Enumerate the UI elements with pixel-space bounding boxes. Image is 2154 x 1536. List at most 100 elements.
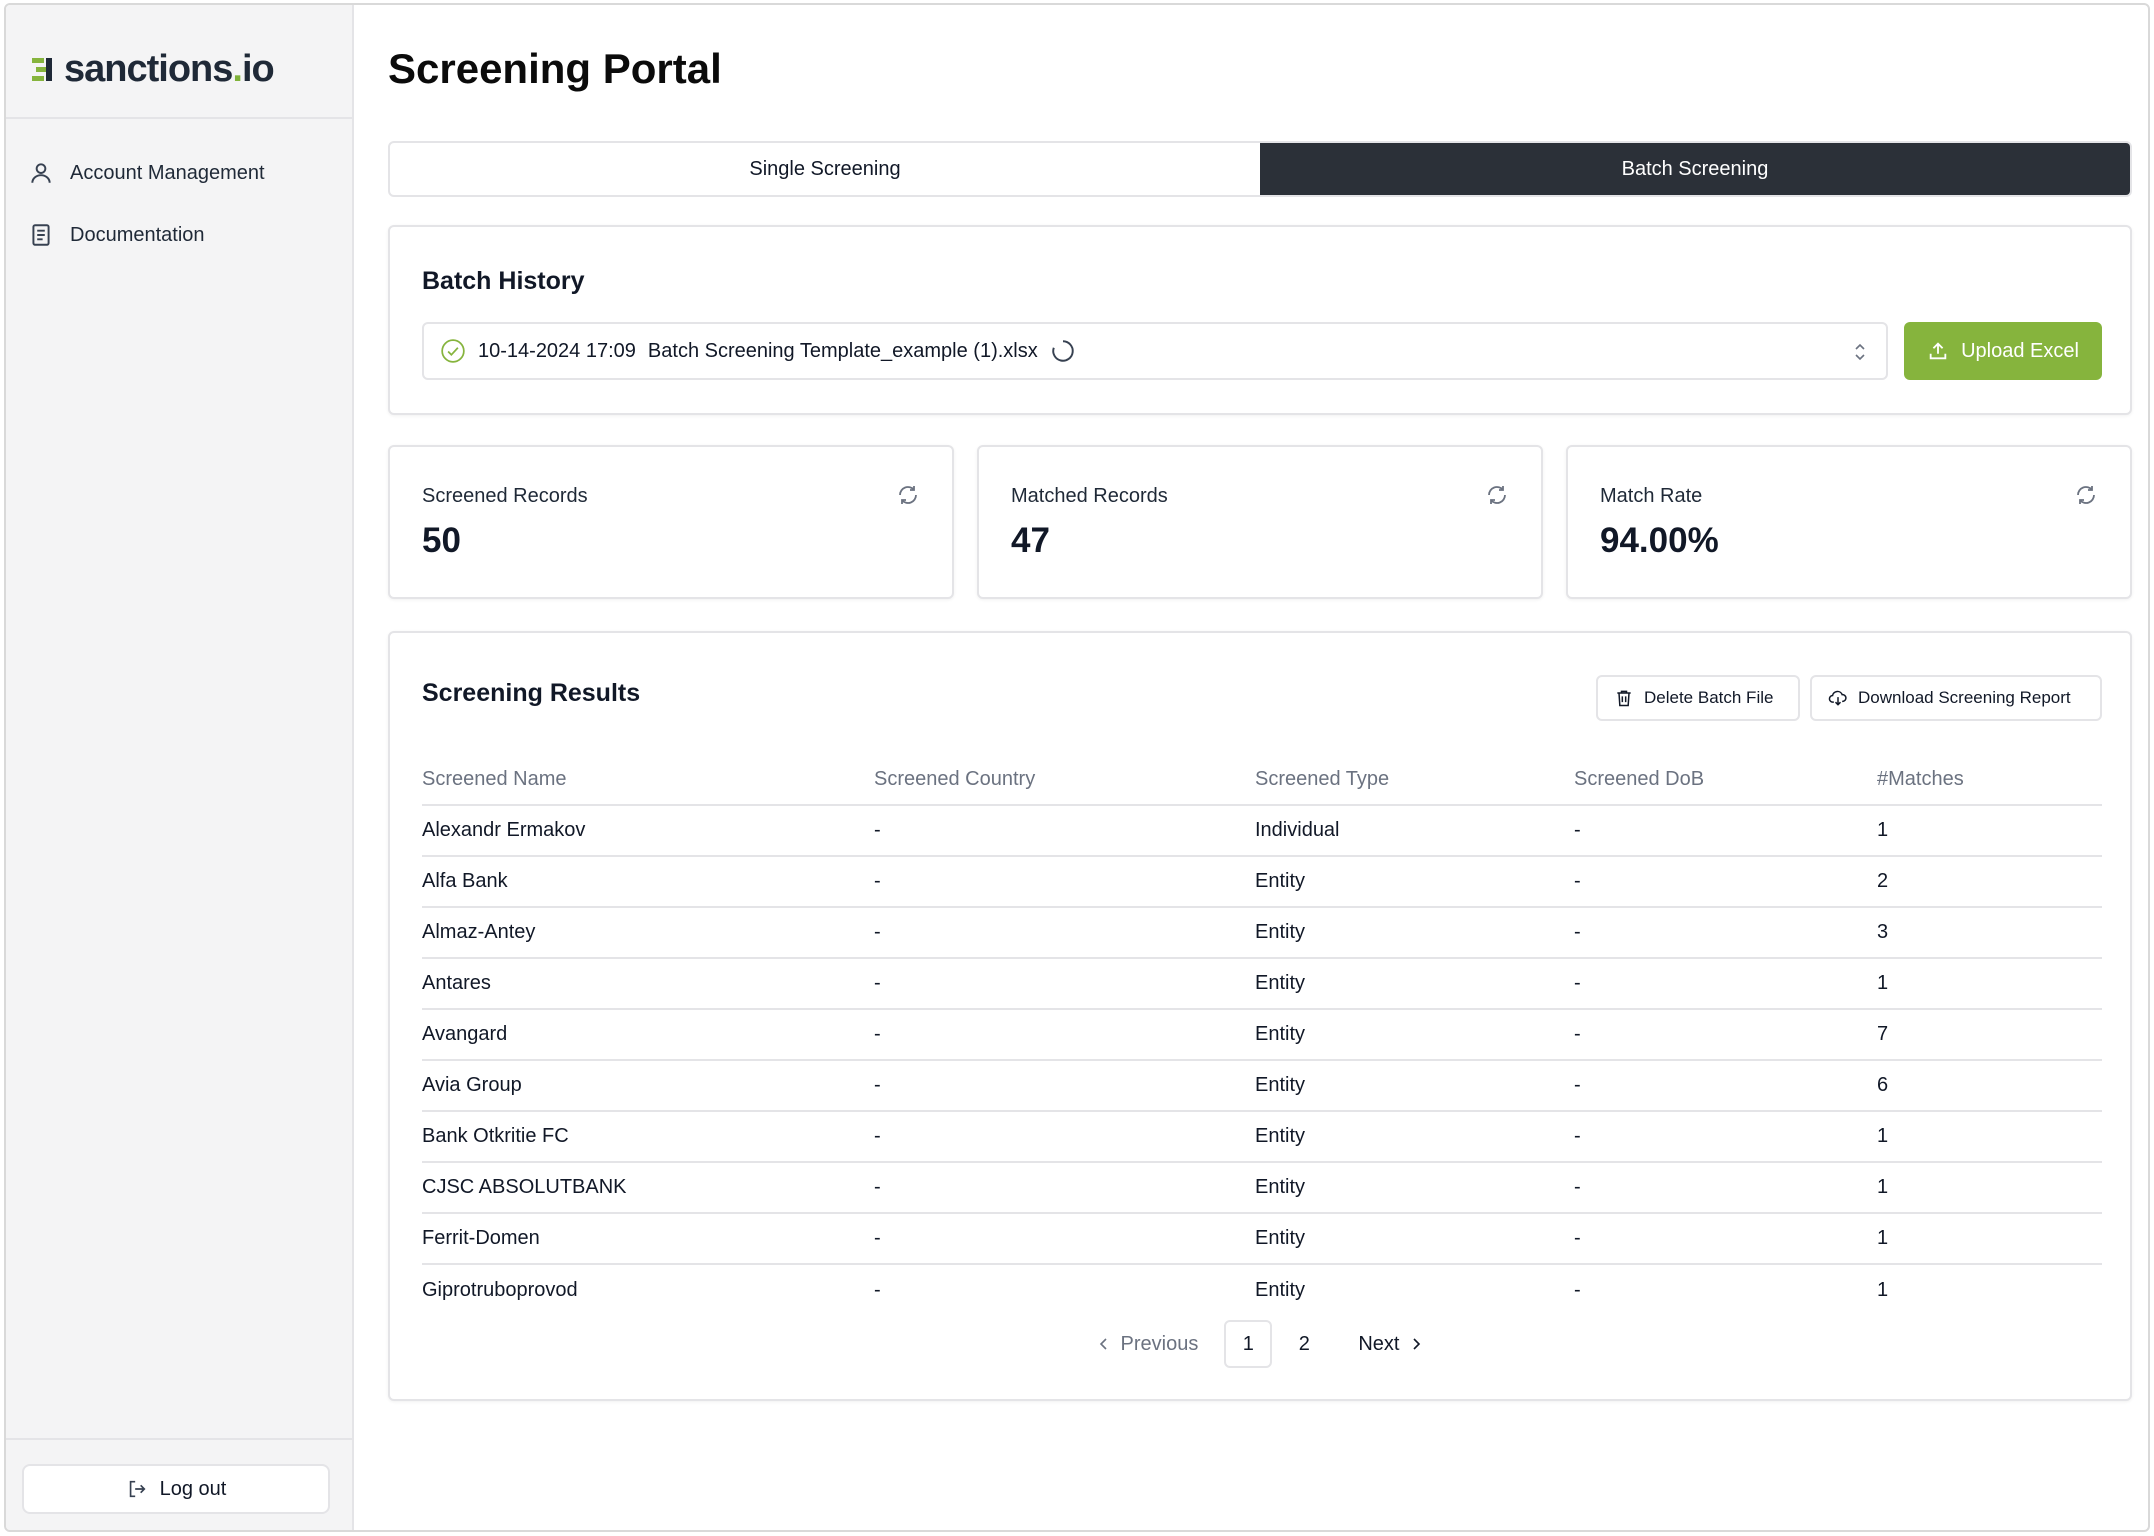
logout-label: Log out [159, 1477, 227, 1500]
next-page-button[interactable]: Next [1358, 1333, 1423, 1356]
cell-screened-country: - [874, 1009, 1255, 1061]
check-circle-icon [441, 339, 465, 363]
column-header-screened-country[interactable]: Screened Country [874, 755, 1255, 806]
logo-name: sanctions [64, 47, 233, 90]
cell-screened-name: Avia Group [422, 1060, 874, 1112]
cell-screened-type: Entity [1255, 1060, 1574, 1112]
delete-batch-file-button[interactable]: Delete Batch File [1596, 675, 1800, 721]
cell-screened-dob: - [1574, 805, 1877, 857]
logo[interactable]: sanctions.io [32, 45, 275, 93]
cell-screened-type: Individual [1255, 805, 1574, 857]
sidebar: sanctions.io Account Management Document… [6, 5, 354, 1530]
cell-screened-name: Alfa Bank [422, 856, 874, 908]
stat-label: Screened Records [422, 485, 588, 507]
cell-screened-dob: - [1574, 1009, 1877, 1061]
screening-tabs: Single Screening Batch Screening [388, 141, 2132, 197]
cell-matches: 1 [1877, 1162, 2102, 1214]
cell-screened-dob: - [1574, 1111, 1877, 1163]
cell-screened-country: - [874, 907, 1255, 959]
refresh-icon[interactable] [896, 483, 920, 507]
table-header-row: Screened Name Screened Country Screened … [422, 755, 2102, 806]
cell-screened-type: Entity [1255, 1278, 1306, 1301]
chevron-right-icon [1413, 1338, 1421, 1350]
table-row[interactable]: Alexandr Ermakov - Individual -1 [422, 805, 2102, 857]
batch-history-title: Batch History [422, 267, 585, 295]
sidebar-item-account-management[interactable]: Account Management [28, 153, 338, 193]
upload-excel-button[interactable]: Upload Excel [1904, 322, 2102, 380]
table-row[interactable]: Avangard - Entity -7 [422, 1009, 2102, 1061]
table-row[interactable]: CJSC ABSOLUTBANK - Entity -1 [422, 1162, 2102, 1214]
table-row[interactable]: Bank Otkritie FC - Entity -1 [422, 1111, 2102, 1163]
refresh-icon[interactable] [1485, 483, 1509, 507]
batch-date: 10-14-2024 17:09 [478, 339, 636, 362]
stat-value: 50 [422, 521, 461, 560]
cell-screened-type: Entity [1255, 1111, 1574, 1163]
sidebar-item-label: Documentation [70, 223, 205, 246]
column-header-screened-dob[interactable]: Screened DoB [1574, 755, 1877, 806]
cell-screened-name: Almaz-Antey [422, 907, 874, 959]
delete-batch-file-label: Delete Batch File [1644, 688, 1774, 707]
cell-screened-type: Entity [1255, 856, 1574, 908]
cell-screened-name: Bank Otkritie FC [422, 1111, 874, 1163]
page-title: Screening Portal [388, 45, 722, 92]
table-row[interactable]: Giprotruboprovod - Entity - 1 [422, 1264, 2102, 1315]
column-header-screened-type[interactable]: Screened Type [1255, 755, 1574, 806]
previous-page-button[interactable]: Previous [1097, 1333, 1198, 1356]
cell-screened-dob: - [1574, 958, 1877, 1010]
cell-screened-country: - [874, 1162, 1255, 1214]
column-header-matches[interactable]: #Matches [1877, 755, 2102, 806]
app-window: sanctions.io Account Management Document… [4, 3, 2150, 1532]
pagination: Previous 1 2 Next [390, 1319, 2130, 1369]
stat-card-screened-records: Screened Records 50 [388, 445, 954, 599]
upload-excel-label: Upload Excel [1961, 339, 2079, 362]
stat-label: Match Rate [1600, 485, 1703, 507]
cell-screened-dob: - [1574, 1162, 1877, 1214]
sidebar-divider [6, 117, 352, 119]
stat-value: 94.00% [1600, 521, 1719, 560]
batch-history-select[interactable]: 10-14-2024 17:09 Batch Screening Templat… [422, 322, 1888, 380]
cell-screened-country: - [874, 805, 1255, 857]
table-row[interactable]: Antares - Entity -1 [422, 958, 2102, 1010]
stat-value: 47 [1011, 521, 1050, 560]
stat-card-matched-records: Matched Records 47 [977, 445, 1543, 599]
page-button-2[interactable]: 2 [1298, 1332, 1310, 1355]
cell-screened-name: Giprotruboprovod [422, 1278, 578, 1301]
table-row[interactable]: Almaz-Antey - Entity -3 [422, 907, 2102, 959]
cell-screened-name: Alexandr Ermakov [422, 805, 874, 857]
cell-matches: 2 [1877, 856, 2102, 908]
column-header-screened-name[interactable]: Screened Name [422, 755, 874, 806]
user-icon [31, 163, 51, 183]
cell-screened-dob: - [1574, 1060, 1877, 1112]
cell-matches: 7 [1877, 1009, 2102, 1061]
table-row[interactable]: Ferrit-Domen - Entity -1 [422, 1213, 2102, 1265]
cell-matches: 3 [1877, 907, 2102, 959]
cell-matches: 1 [1877, 1213, 2102, 1265]
screening-results-title: Screening Results [422, 679, 641, 707]
refresh-icon[interactable] [2074, 483, 2098, 507]
cell-screened-country: - [874, 1213, 1255, 1265]
logo-dot: . [232, 47, 243, 90]
cell-screened-dob: - [1574, 1278, 1581, 1301]
table-row[interactable]: Alfa Bank - Entity -2 [422, 856, 2102, 908]
logout-button[interactable]: Log out [22, 1464, 330, 1514]
logout-icon [129, 1480, 146, 1498]
trash-icon [1617, 690, 1631, 707]
cell-screened-country: - [874, 856, 1255, 908]
cell-screened-name: CJSC ABSOLUTBANK [422, 1162, 874, 1214]
page-button-1[interactable]: 1 [1224, 1320, 1273, 1368]
cell-screened-type: Entity [1255, 1009, 1574, 1061]
upload-icon [1929, 342, 1947, 360]
tab-batch-screening[interactable]: Batch Screening [1260, 143, 2130, 195]
cell-screened-country: - [874, 1278, 881, 1301]
cell-screened-name: Antares [422, 958, 874, 1010]
download-screening-report-button[interactable]: Download Screening Report [1810, 675, 2102, 721]
logo-tld: io [241, 47, 275, 90]
sidebar-item-documentation[interactable]: Documentation [28, 215, 338, 255]
table-row[interactable]: Avia Group - Entity -6 [422, 1060, 2102, 1112]
cell-screened-type: Entity [1255, 1162, 1574, 1214]
tab-single-screening[interactable]: Single Screening [749, 157, 901, 180]
cell-screened-name: Ferrit-Domen [422, 1213, 874, 1265]
cell-matches: 1 [1877, 1278, 1889, 1301]
chevron-left-icon [1099, 1338, 1107, 1350]
cell-matches: 6 [1877, 1060, 2102, 1112]
